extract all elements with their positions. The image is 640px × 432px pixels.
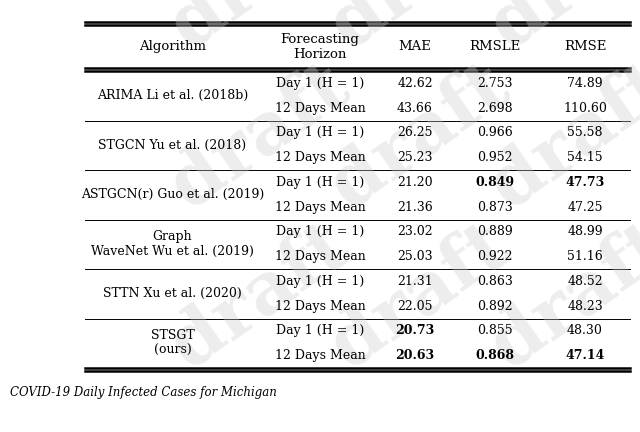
Text: draft: draft bbox=[317, 0, 522, 63]
Text: Day 1 (H = 1): Day 1 (H = 1) bbox=[276, 176, 364, 189]
Text: 26.25: 26.25 bbox=[397, 127, 433, 140]
Text: 12 Days Mean: 12 Days Mean bbox=[275, 102, 365, 114]
Text: RMSLE: RMSLE bbox=[469, 40, 520, 53]
Text: RMSE: RMSE bbox=[564, 40, 606, 53]
Text: 21.31: 21.31 bbox=[397, 275, 433, 288]
Text: 20.63: 20.63 bbox=[396, 349, 435, 362]
Text: 74.89: 74.89 bbox=[567, 77, 603, 90]
Text: COVID-19 Daily Infected Cases for Michigan: COVID-19 Daily Infected Cases for Michig… bbox=[10, 386, 277, 399]
Text: draft: draft bbox=[477, 50, 640, 222]
Text: 43.66: 43.66 bbox=[397, 102, 433, 114]
Text: ASTGCN(r) Guo et al. (2019): ASTGCN(r) Guo et al. (2019) bbox=[81, 188, 264, 201]
Text: 0.922: 0.922 bbox=[477, 250, 513, 263]
Text: draft: draft bbox=[317, 210, 522, 382]
Text: STGCN Yu et al. (2018): STGCN Yu et al. (2018) bbox=[99, 139, 246, 152]
Text: 21.20: 21.20 bbox=[397, 176, 433, 189]
Text: MAE: MAE bbox=[399, 40, 431, 53]
Text: Day 1 (H = 1): Day 1 (H = 1) bbox=[276, 226, 364, 238]
Text: 0.952: 0.952 bbox=[477, 151, 513, 164]
Text: 0.889: 0.889 bbox=[477, 226, 513, 238]
Text: 0.873: 0.873 bbox=[477, 200, 513, 214]
Text: 42.62: 42.62 bbox=[397, 77, 433, 90]
Text: 0.863: 0.863 bbox=[477, 275, 513, 288]
Text: 12 Days Mean: 12 Days Mean bbox=[275, 300, 365, 313]
Text: 51.16: 51.16 bbox=[567, 250, 603, 263]
Text: ARIMA Li et al. (2018b): ARIMA Li et al. (2018b) bbox=[97, 89, 248, 102]
Text: Day 1 (H = 1): Day 1 (H = 1) bbox=[276, 275, 364, 288]
Text: Day 1 (H = 1): Day 1 (H = 1) bbox=[276, 324, 364, 337]
Text: 110.60: 110.60 bbox=[563, 102, 607, 114]
Text: 2.698: 2.698 bbox=[477, 102, 513, 114]
Text: STTN Xu et al. (2020): STTN Xu et al. (2020) bbox=[103, 287, 242, 300]
Text: Forecasting
Horizon: Forecasting Horizon bbox=[280, 32, 360, 60]
Text: 12 Days Mean: 12 Days Mean bbox=[275, 200, 365, 214]
Text: draft: draft bbox=[477, 0, 640, 63]
Text: 0.855: 0.855 bbox=[477, 324, 513, 337]
Text: draft: draft bbox=[317, 50, 522, 222]
Text: 25.23: 25.23 bbox=[397, 151, 433, 164]
Text: 47.14: 47.14 bbox=[565, 349, 605, 362]
Text: STSGT
(ours): STSGT (ours) bbox=[150, 329, 195, 357]
Text: 22.05: 22.05 bbox=[397, 300, 433, 313]
Text: 48.52: 48.52 bbox=[567, 275, 603, 288]
Text: 2.753: 2.753 bbox=[477, 77, 513, 90]
Text: 0.892: 0.892 bbox=[477, 300, 513, 313]
Text: 48.23: 48.23 bbox=[567, 300, 603, 313]
Text: 21.36: 21.36 bbox=[397, 200, 433, 214]
Text: draft: draft bbox=[157, 50, 362, 222]
Text: Day 1 (H = 1): Day 1 (H = 1) bbox=[276, 127, 364, 140]
Text: 47.73: 47.73 bbox=[565, 176, 605, 189]
Text: Graph
WaveNet Wu et al. (2019): Graph WaveNet Wu et al. (2019) bbox=[91, 230, 254, 258]
Text: draft: draft bbox=[157, 0, 362, 63]
Text: 55.58: 55.58 bbox=[567, 127, 603, 140]
Text: 0.849: 0.849 bbox=[476, 176, 515, 189]
Text: 25.03: 25.03 bbox=[397, 250, 433, 263]
Text: Day 1 (H = 1): Day 1 (H = 1) bbox=[276, 77, 364, 90]
Text: 12 Days Mean: 12 Days Mean bbox=[275, 349, 365, 362]
Text: 23.02: 23.02 bbox=[397, 226, 433, 238]
Text: 54.15: 54.15 bbox=[567, 151, 603, 164]
Text: 12 Days Mean: 12 Days Mean bbox=[275, 151, 365, 164]
Text: 0.868: 0.868 bbox=[476, 349, 515, 362]
Text: Algorithm: Algorithm bbox=[139, 40, 206, 53]
Text: draft: draft bbox=[157, 210, 362, 382]
Text: 48.99: 48.99 bbox=[567, 226, 603, 238]
Text: 12 Days Mean: 12 Days Mean bbox=[275, 250, 365, 263]
Text: 0.966: 0.966 bbox=[477, 127, 513, 140]
Text: draft: draft bbox=[477, 210, 640, 382]
Text: 47.25: 47.25 bbox=[567, 200, 603, 214]
Text: 48.30: 48.30 bbox=[567, 324, 603, 337]
Text: 20.73: 20.73 bbox=[396, 324, 435, 337]
